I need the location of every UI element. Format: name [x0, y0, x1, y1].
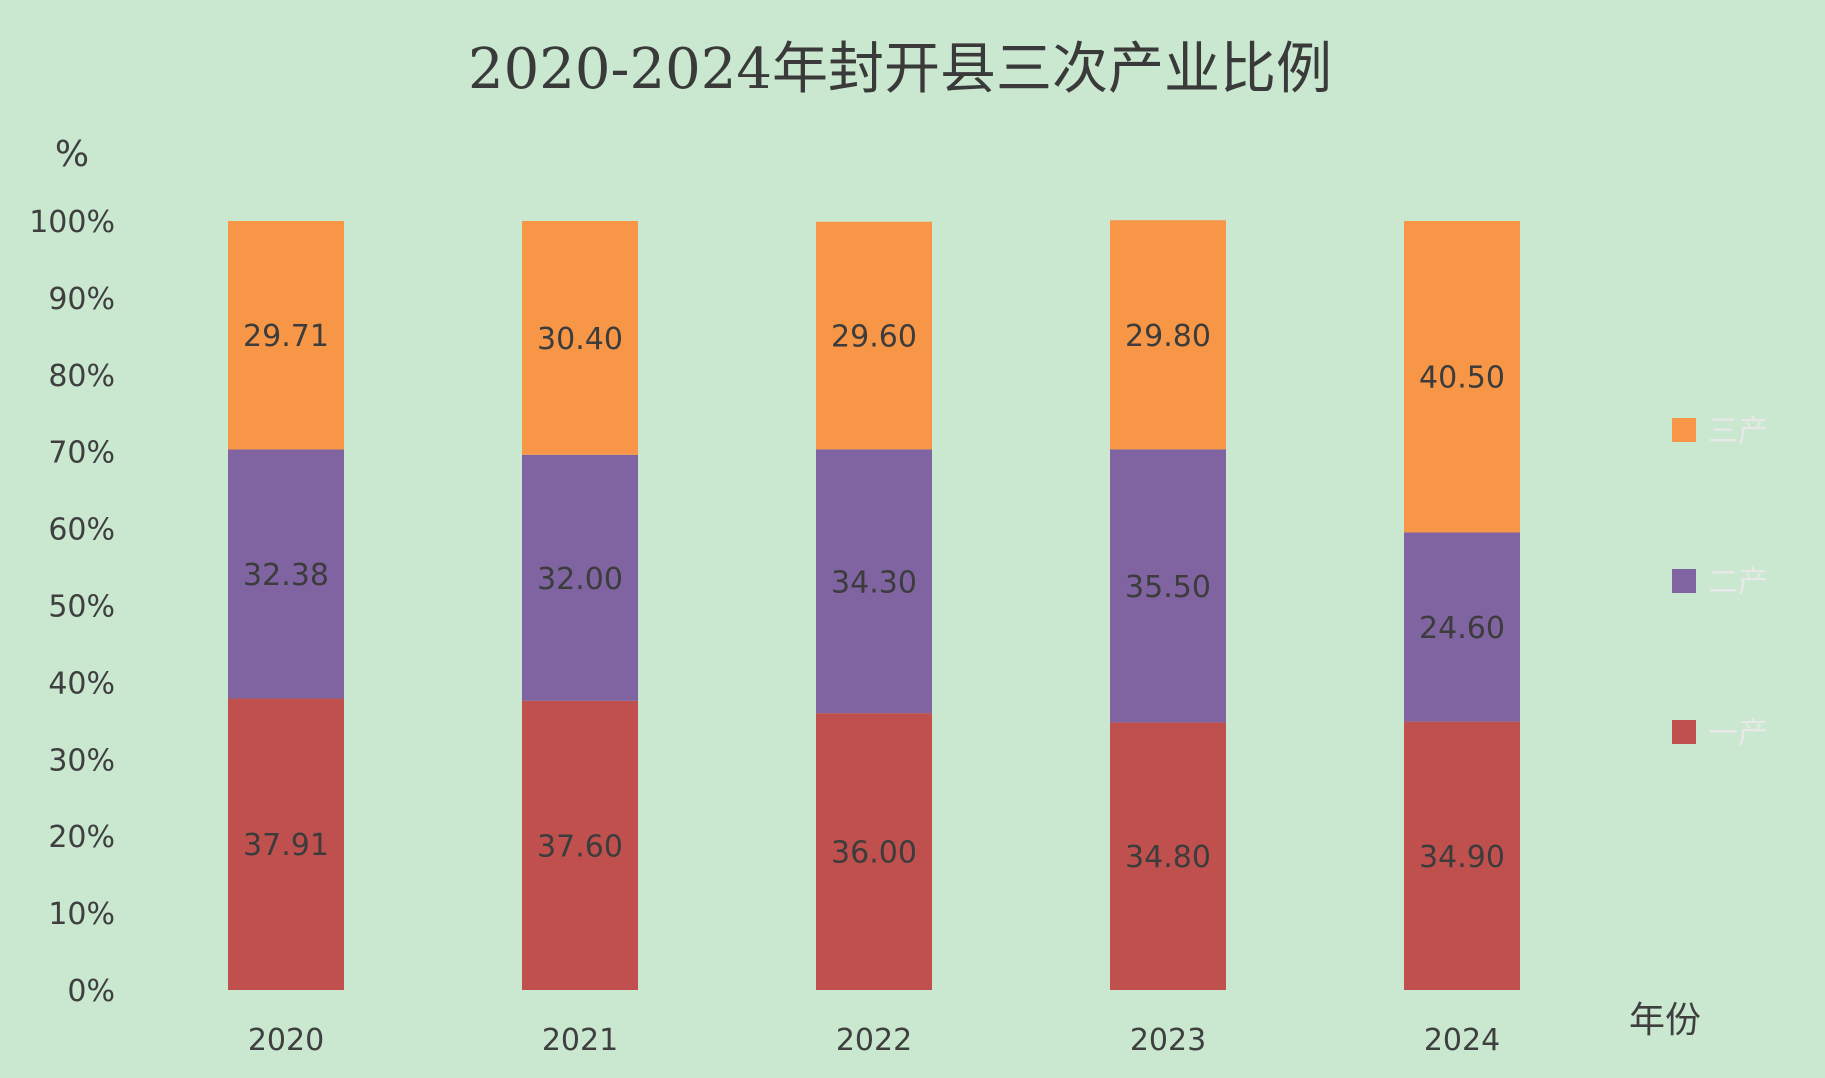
y-tick-label: 0% — [67, 974, 115, 1009]
x-tick-label: 2021 — [542, 1023, 618, 1058]
data-label: 36.00 — [831, 836, 917, 871]
bars-group — [228, 220, 1520, 990]
bar-segment-三产-2022 — [816, 221, 932, 450]
x-tick-label: 2022 — [836, 1023, 912, 1058]
bar-segment-三产-2020 — [228, 221, 344, 450]
legend-swatch — [1672, 569, 1696, 593]
data-label: 40.50 — [1419, 361, 1505, 396]
bar-segment-一产-2022 — [816, 713, 932, 990]
x-axis-ticks: 2020 2021 2022 2023 2024 — [248, 1023, 1500, 1058]
legend-label: 二产 — [1708, 565, 1768, 600]
y-axis-ticks: 0% 10% 20% 30% 40% 50% 60% 70% 80% 90% 100% — [29, 205, 115, 1009]
bar-segment-一产-2021 — [522, 700, 638, 990]
y-tick-label: 30% — [48, 743, 115, 778]
bar-segment-三产-2021 — [522, 221, 638, 455]
data-label: 32.00 — [537, 562, 623, 597]
y-tick-label: 100% — [29, 205, 115, 240]
x-tick-label: 2024 — [1424, 1023, 1500, 1058]
y-tick-label: 90% — [48, 282, 115, 317]
y-tick-label: 80% — [48, 359, 115, 394]
bar-segment-二产-2024 — [1404, 532, 1520, 722]
y-axis-unit-label: % — [55, 134, 89, 175]
y-tick-label: 20% — [48, 820, 115, 855]
chart-title: 2020-2024年封开县三次产业比例 — [468, 37, 1332, 102]
bar-segment-三产-2024 — [1404, 221, 1520, 533]
x-tick-label: 2023 — [1130, 1023, 1206, 1058]
legend-swatch — [1672, 720, 1696, 744]
data-label: 34.80 — [1125, 840, 1211, 875]
bar-segment-一产-2024 — [1404, 721, 1520, 990]
data-label: 34.30 — [831, 565, 917, 600]
data-label: 29.71 — [243, 319, 329, 354]
x-axis-unit-label: 年份 — [1629, 1000, 1701, 1041]
y-tick-label: 10% — [48, 897, 115, 932]
legend-label: 三产 — [1708, 414, 1768, 449]
data-label: 29.80 — [1125, 319, 1211, 354]
bar-segment-二产-2020 — [228, 449, 344, 699]
data-label: 29.60 — [831, 320, 917, 355]
legend-label: 一产 — [1708, 716, 1768, 751]
bar-segment-二产-2021 — [522, 454, 638, 701]
data-label: 34.90 — [1419, 840, 1505, 875]
bar-segment-二产-2023 — [1110, 449, 1226, 723]
y-tick-label: 50% — [48, 590, 115, 625]
bar-segment-一产-2020 — [228, 698, 344, 990]
data-label: 32.38 — [243, 558, 329, 593]
bar-segment-三产-2023 — [1110, 220, 1226, 450]
data-label: 30.40 — [537, 322, 623, 357]
y-tick-label: 70% — [48, 436, 115, 471]
data-label: 37.91 — [243, 828, 329, 863]
bar-segment-一产-2023 — [1110, 722, 1226, 990]
data-label: 35.50 — [1125, 570, 1211, 605]
y-tick-label: 40% — [48, 666, 115, 701]
data-label: 37.60 — [537, 829, 623, 864]
data-labels-group: 37.91 32.38 29.71 37.60 32.00 30.40 36.00 34.30… — [243, 319, 1505, 875]
data-label: 24.60 — [1419, 611, 1505, 646]
x-tick-label: 2020 — [248, 1023, 324, 1058]
bar-segment-二产-2022 — [816, 449, 932, 714]
y-tick-label: 60% — [48, 513, 115, 548]
legend-swatch — [1672, 418, 1696, 442]
